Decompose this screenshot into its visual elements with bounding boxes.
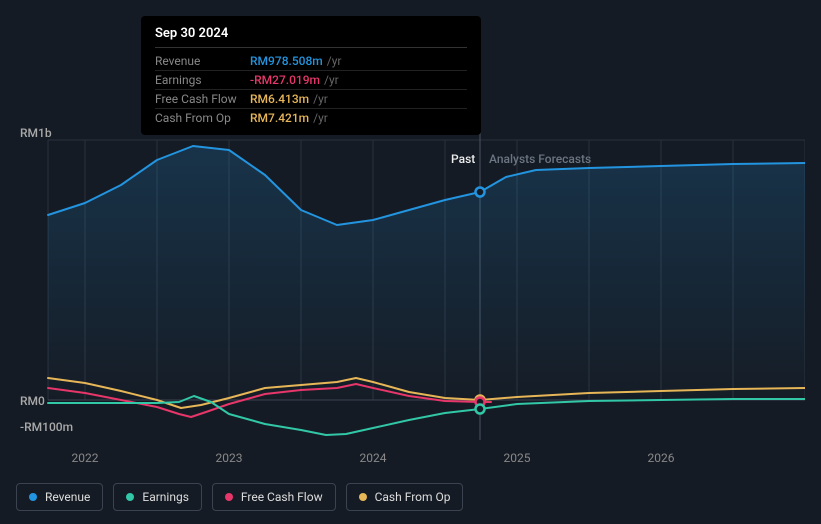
tooltip-label: Cash From Op	[155, 111, 250, 125]
forecast-label: Analysts Forecasts	[489, 152, 591, 166]
legend-label: Earnings	[142, 490, 189, 504]
tooltip-value: -RM27.019m	[250, 73, 320, 87]
past-label: Past	[451, 152, 475, 166]
legend-item-revenue[interactable]: Revenue	[16, 483, 103, 511]
tooltip-value: RM978.508m	[250, 54, 323, 68]
chart-svg	[16, 130, 805, 445]
series-earnings	[48, 396, 805, 435]
tooltip-date: Sep 30 2024	[155, 26, 467, 48]
y-tick: -RM100m	[20, 420, 73, 434]
legend-dot	[225, 493, 233, 501]
legend-item-cashop[interactable]: Cash From Op	[346, 483, 464, 511]
tooltip-unit: /yr	[324, 73, 339, 87]
tooltip-unit: /yr	[327, 54, 342, 68]
legend-dot	[359, 493, 367, 501]
tooltip-row: Cash From OpRM7.421m/yr	[155, 109, 467, 127]
y-tick: RM0	[20, 394, 45, 408]
chart-area: Past Analysts Forecasts RM1bRM0-RM100m 2…	[16, 130, 805, 445]
legend-label: Cash From Op	[375, 490, 451, 504]
tooltip-value: RM7.421m	[250, 111, 309, 125]
legend: Revenue Earnings Free Cash Flow Cash From O…	[16, 483, 463, 511]
tooltip-row: Free Cash FlowRM6.413m/yr	[155, 90, 467, 109]
legend-dot	[126, 493, 134, 501]
x-tick: 2024	[360, 451, 387, 465]
chart-tooltip: Sep 30 2024 RevenueRM978.508m/yrEarnings…	[141, 16, 481, 135]
tooltip-unit: /yr	[313, 111, 328, 125]
tooltip-label: Revenue	[155, 54, 250, 68]
x-tick: 2023	[216, 451, 243, 465]
x-tick: 2026	[648, 451, 675, 465]
legend-label: Revenue	[45, 490, 90, 504]
legend-item-fcf[interactable]: Free Cash Flow	[212, 483, 336, 511]
y-tick: RM1b	[20, 126, 52, 140]
x-tick: 2022	[72, 451, 99, 465]
legend-label: Free Cash Flow	[241, 490, 323, 504]
tooltip-unit: /yr	[313, 92, 328, 106]
marker-revenue	[476, 188, 485, 197]
tooltip-row: Earnings-RM27.019m/yr	[155, 71, 467, 90]
legend-dot	[29, 493, 37, 501]
tooltip-label: Earnings	[155, 73, 250, 87]
tooltip-value: RM6.413m	[250, 92, 309, 106]
marker-earnings	[476, 405, 485, 414]
tooltip-row: RevenueRM978.508m/yr	[155, 52, 467, 71]
x-tick: 2025	[504, 451, 531, 465]
tooltip-label: Free Cash Flow	[155, 92, 250, 106]
legend-item-earnings[interactable]: Earnings	[113, 483, 202, 511]
